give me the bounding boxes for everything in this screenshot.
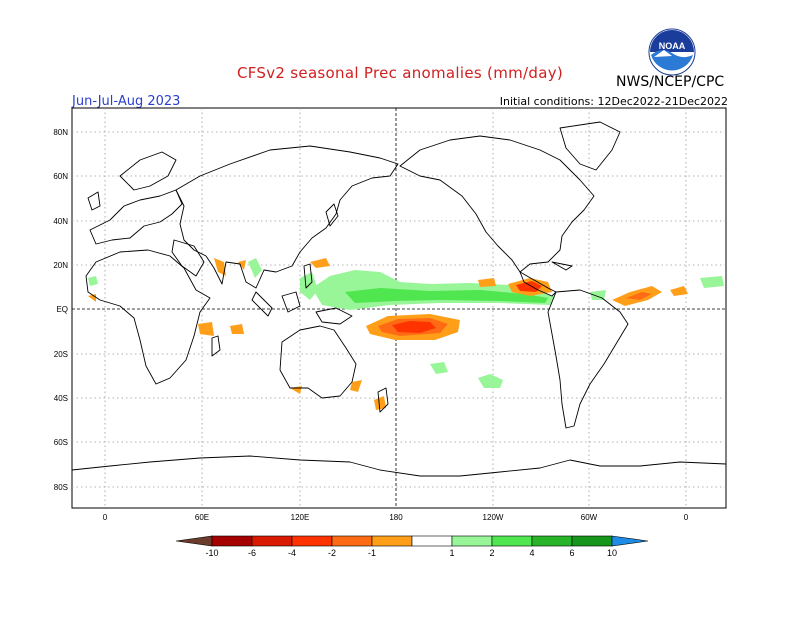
legend-tick-label: -4 — [288, 548, 296, 558]
philippines-coast — [303, 263, 313, 289]
wet-anomaly-philippines — [300, 272, 318, 300]
coastlines — [71, 121, 727, 477]
greenland-coast — [559, 121, 621, 171]
wet-anomaly-south-pacific — [478, 374, 503, 388]
lat-label: 60S — [54, 438, 68, 447]
lat-label: 80S — [54, 483, 68, 492]
agency-label: NWS/NCEP/CPC — [616, 74, 725, 90]
wet-anomaly-itcz-inner — [345, 288, 548, 303]
lon-label: 60E — [195, 513, 209, 522]
lon-label: 0 — [103, 513, 108, 522]
color-legend: -10 -6 -4 -2 -1 1 2 4 6 10 — [175, 535, 649, 558]
legend-color-box — [291, 535, 333, 547]
legend-tick-label: -6 — [248, 548, 256, 558]
wet-anomaly-south-pacific-2 — [430, 362, 448, 374]
dry-anomaly-australia-east — [350, 380, 362, 392]
europe-coast — [89, 189, 183, 245]
new-guinea-coast — [315, 307, 353, 325]
dry-anomaly-new-zealand — [374, 396, 386, 410]
borneo-coast — [281, 291, 301, 313]
dry-anomaly-dateline-core — [392, 321, 436, 333]
dry-anomaly-caribbean-core — [516, 281, 542, 292]
lat-label: 40N — [53, 217, 68, 226]
longitude-labels: 0 60E 120E 180 120W 60W 0 — [103, 513, 689, 522]
map-title: CFSv2 seasonal Prec anomalies (mm/day) — [236, 64, 564, 82]
lon-label: 120E — [291, 513, 310, 522]
lat-label: 20N — [53, 261, 68, 270]
initial-conditions-label: Initial conditions: 12Dec2022-21Dec2022 — [499, 95, 728, 108]
dry-anomaly-atlantic-north — [670, 286, 688, 296]
wet-anomaly-caribbean — [590, 290, 606, 300]
legend-color-box — [491, 535, 533, 547]
dry-anomaly-west-pacific — [310, 258, 330, 268]
legend-tick-label: -2 — [328, 548, 336, 558]
wet-anomaly-africa-west — [88, 276, 98, 286]
wet-anomaly-indochina — [248, 258, 262, 278]
legend-color-box — [411, 535, 453, 547]
cuba-coast — [551, 261, 573, 271]
legend-color-box — [371, 535, 413, 547]
dry-anomaly-indian-ocean — [230, 324, 244, 334]
lat-label: 80N — [53, 128, 68, 137]
reference-lines — [72, 108, 726, 508]
madagascar-coast — [211, 335, 221, 357]
dry-anomaly-india — [214, 258, 226, 276]
central-america-coast — [519, 271, 557, 297]
scandinavia-coast — [119, 151, 177, 191]
wet-anomaly-atlantic — [700, 276, 724, 288]
legend-color-box — [571, 535, 613, 547]
legend-color-box — [531, 535, 573, 547]
season-label: Jun-Jul-Aug 2023 — [72, 94, 181, 109]
lon-label: 180 — [389, 513, 403, 522]
noaa-logo-icon: NOAA — [648, 28, 696, 76]
legend-tick-label: 10 — [607, 548, 617, 558]
legend-tick-label: -10 — [205, 548, 218, 558]
legend-triangle-low — [175, 535, 213, 547]
legend-color-box — [251, 535, 293, 547]
legend-tick-label: 4 — [529, 548, 534, 558]
legend-color-box — [331, 535, 373, 547]
legend-tick-label: 6 — [569, 548, 574, 558]
legend-tick-label: -1 — [368, 548, 376, 558]
north-america-coast — [399, 135, 595, 273]
lon-label: 0 — [684, 513, 689, 522]
lon-label: 60W — [581, 513, 598, 522]
dry-anomaly-atlantic-core — [626, 292, 652, 300]
lat-label: EQ — [56, 305, 68, 314]
lon-label: 120W — [483, 513, 504, 522]
sumatra-coast — [251, 291, 273, 317]
australia-coast — [279, 325, 357, 399]
japan-coast — [325, 203, 339, 227]
arabia-coast — [171, 239, 205, 277]
lat-label: 20S — [54, 350, 68, 359]
map-frame — [71, 107, 727, 509]
latitude-labels: 80N 60N 40N 20N EQ 20S 40S 60S 80S — [53, 128, 68, 492]
anomaly-shading — [88, 258, 724, 410]
antarctica-coast — [71, 455, 727, 477]
asia-coast — [175, 145, 399, 289]
legend-tick-label: 1 — [449, 548, 454, 558]
legend-color-box — [211, 535, 253, 547]
south-america-coast — [547, 289, 629, 429]
dry-anomaly-east-pacific — [478, 278, 496, 287]
africa-coast — [85, 249, 211, 385]
lat-label: 60N — [53, 172, 68, 181]
legend-tick-label: 2 — [489, 548, 494, 558]
dry-anomaly-africa-east — [198, 322, 214, 336]
legend-triangle-high — [611, 535, 649, 547]
svg-text:NOAA: NOAA — [659, 41, 686, 51]
new-zealand-coast — [377, 387, 389, 413]
lat-label: 40S — [54, 394, 68, 403]
dry-anomaly-bay-of-bengal — [238, 260, 246, 270]
britain-coast — [87, 191, 101, 211]
legend-color-box — [451, 535, 493, 547]
